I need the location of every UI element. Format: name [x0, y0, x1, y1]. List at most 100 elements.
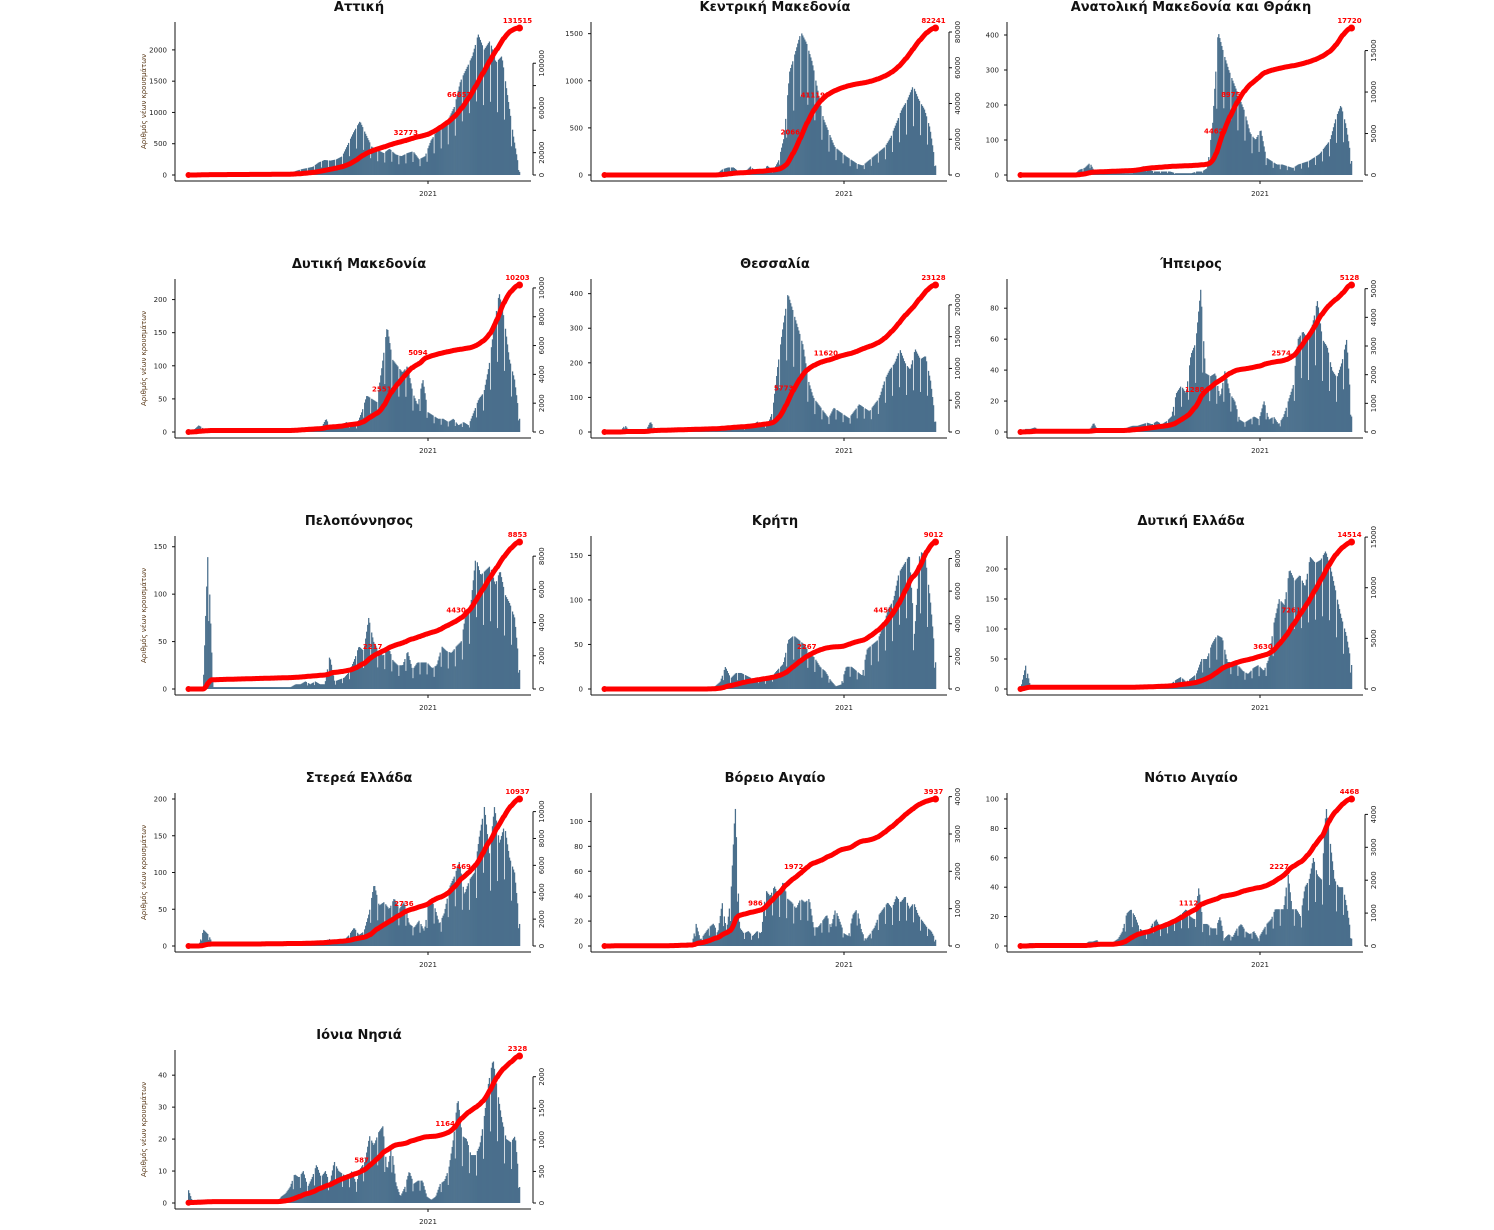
daily-bar [367, 396, 369, 432]
daily-bar [437, 919, 439, 946]
daily-bar [344, 676, 347, 689]
daily-bar [453, 106, 455, 175]
daily-bar [1213, 928, 1215, 946]
daily-bar [834, 408, 836, 432]
daily-bar [880, 391, 882, 432]
daily-bar [1308, 878, 1310, 946]
daily-bar [1205, 659, 1207, 689]
daily-bar [1289, 394, 1291, 432]
daily-bar [389, 1155, 391, 1203]
daily-bar [467, 425, 469, 432]
daily-bar [1326, 347, 1329, 432]
daily-bar [326, 669, 329, 689]
daily-bar [1273, 911, 1275, 946]
daily-bar [316, 682, 319, 689]
daily-bar [1123, 923, 1125, 946]
daily-bar [1200, 661, 1202, 689]
daily-bar [403, 902, 405, 946]
daily-bar [865, 939, 867, 946]
daily-bar [459, 82, 461, 175]
daily-bar [1146, 168, 1149, 175]
daily-bar [1269, 920, 1271, 946]
right-tick-label: 8000 [538, 830, 546, 848]
daily-bar [1305, 336, 1307, 432]
daily-bar [374, 886, 376, 946]
daily-bar [903, 897, 906, 946]
daily-bar [352, 661, 355, 689]
daily-bar [1245, 116, 1247, 175]
daily-bar [513, 379, 516, 432]
daily-bar [917, 572, 920, 689]
daily-bar [1086, 165, 1088, 175]
daily-bar [745, 427, 748, 432]
daily-bar [316, 163, 319, 175]
daily-bar [827, 675, 829, 689]
cumulative-value-label: 986 [748, 900, 763, 908]
daily-bar [396, 664, 398, 689]
daily-bar [428, 145, 430, 175]
daily-bar [914, 907, 917, 946]
daily-bar [1176, 391, 1179, 432]
right-tick-label: 15000 [1370, 526, 1378, 548]
daily-bar [896, 356, 899, 432]
daily-bar [1225, 373, 1227, 432]
daily-bar [202, 932, 204, 946]
daily-bar [863, 940, 865, 946]
daily-bar [1260, 933, 1262, 946]
daily-bar [1202, 372, 1204, 432]
daily-bar [1231, 78, 1233, 175]
daily-bar [1300, 168, 1302, 175]
daily-bar [356, 1191, 358, 1203]
daily-bar [291, 1180, 293, 1203]
daily-bar [501, 581, 504, 689]
daily-bar [784, 315, 786, 432]
daily-bar [407, 652, 409, 689]
daily-bar [1345, 635, 1348, 689]
daily-bar [1335, 401, 1338, 432]
daily-bar [1259, 131, 1261, 175]
daily-bar [495, 1083, 498, 1203]
daily-bar [412, 410, 414, 432]
daily-bar [828, 682, 830, 689]
daily-bar [1210, 927, 1212, 946]
daily-bar [1318, 560, 1321, 689]
daily-bar [454, 135, 456, 175]
daily-bar [885, 904, 887, 946]
daily-bar [830, 927, 832, 946]
daily-bar [919, 135, 922, 175]
daily-bar [819, 100, 821, 175]
daily-bar [1344, 631, 1347, 689]
daily-bar [750, 683, 753, 689]
daily-bar [781, 665, 783, 689]
daily-bar [494, 60, 497, 175]
daily-bar [1257, 938, 1259, 946]
left-tick-label: 100 [570, 818, 583, 826]
daily-bar [1126, 173, 1128, 175]
daily-bar [318, 162, 321, 175]
daily-bar [1301, 332, 1303, 432]
daily-bar [1234, 932, 1236, 946]
daily-bar [1286, 909, 1288, 946]
daily-bar [913, 633, 916, 689]
daily-bar [862, 934, 864, 946]
daily-bar [205, 615, 207, 689]
daily-bar [366, 396, 368, 432]
daily-bar [404, 659, 406, 689]
daily-bar [505, 336, 508, 432]
chart-title: Αττική [334, 0, 384, 15]
cumulative-start-point [185, 943, 192, 949]
daily-bar [460, 873, 462, 946]
daily-bar [828, 151, 830, 175]
daily-bar [391, 1172, 393, 1203]
daily-bar [297, 1176, 299, 1203]
daily-bar [751, 424, 754, 432]
daily-bar [466, 1141, 468, 1203]
daily-bar [516, 160, 519, 175]
left-tick-label: 0 [579, 172, 583, 180]
daily-bar [406, 153, 408, 175]
daily-bar [1200, 903, 1202, 946]
daily-bar [1208, 925, 1210, 946]
daily-bar [500, 1116, 503, 1203]
daily-bar [402, 1191, 404, 1203]
daily-bar [910, 364, 913, 432]
